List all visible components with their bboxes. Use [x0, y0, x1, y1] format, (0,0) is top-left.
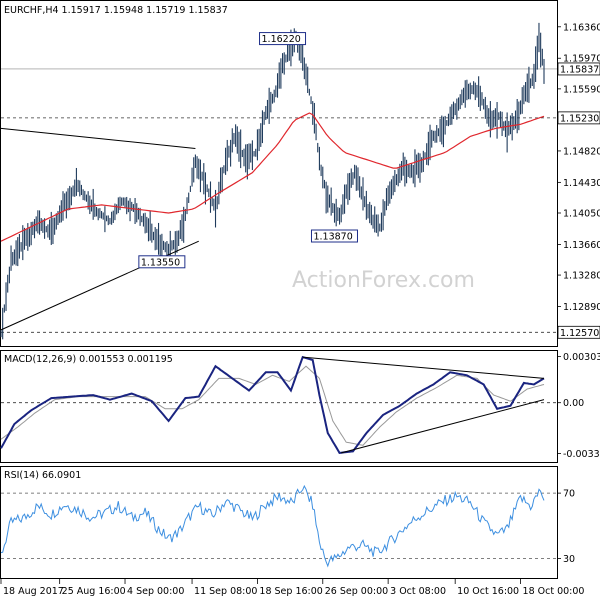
- price-callout: 1.13550: [141, 257, 180, 268]
- watermark: ActionForex.com: [292, 268, 475, 293]
- time-tick-label: 11 Sep 08:00: [194, 586, 257, 597]
- price-level-label: 1.12570: [557, 325, 600, 339]
- price-level-box: [557, 111, 600, 125]
- moving-average-line: [0, 112, 545, 242]
- macd-tick-label: 0.00: [563, 398, 584, 409]
- price-level-label: 1.15837: [557, 62, 600, 76]
- price-level-label: 1.15230: [557, 111, 600, 125]
- time-tick-label: 18 Sep 16:00: [259, 586, 322, 597]
- macd-trendline: [341, 399, 545, 454]
- macd-trendline: [302, 356, 545, 379]
- rsi-panel-frame: [0, 466, 558, 579]
- rsi-tick-label: 70: [563, 489, 575, 500]
- price-tick-label: 1.12890: [563, 302, 600, 313]
- time-tick-label: 4 Sep 00:00: [127, 586, 184, 597]
- price-level-box: [557, 62, 600, 76]
- price-tick-label: 1.15590: [563, 84, 600, 95]
- macd-plot: [0, 355, 557, 454]
- price-level-text: 1.12570: [560, 328, 599, 339]
- price-axis: 1.16360 1.15970 1.15590 1.14820 1.14430 1.140…: [557, 22, 600, 339]
- price-callout-box: [259, 32, 307, 46]
- price-callout: 1.13870: [313, 232, 352, 243]
- price-tick-label: 1.15970: [563, 54, 600, 65]
- price-level-text: 1.15230: [560, 113, 599, 124]
- price-level-text: 1.15837: [560, 64, 599, 75]
- price-callout-box: [138, 255, 186, 269]
- rsi-panel-header: RSI(14) 66.0901: [4, 470, 81, 481]
- time-tick-label: 3 Oct 08:00: [390, 586, 446, 597]
- signal-line: [0, 365, 545, 446]
- macd-line: [0, 355, 545, 454]
- trendline: [0, 240, 199, 331]
- price-plot: 1.16220 1.13870 1.13550: [0, 22, 557, 340]
- macd-tick-label: -0.003347: [563, 449, 600, 460]
- price-callout-box: [310, 229, 358, 243]
- price-tick-label: 1.16360: [563, 22, 600, 33]
- rsi-axis: 70 30: [557, 489, 575, 565]
- rsi-tick-label: 30: [563, 554, 575, 565]
- time-tick-label: 25 Aug 16:00: [62, 586, 126, 597]
- price-tick-label: 1.13660: [563, 240, 600, 251]
- rsi-plot: [0, 484, 557, 568]
- price-tick-label: 1.14430: [563, 178, 600, 189]
- macd-axis: 0.003036 0.00 -0.003347: [557, 352, 600, 460]
- price-tick-label: 1.14050: [563, 208, 600, 219]
- time-tick-label: 10 Oct 16:00: [457, 586, 519, 597]
- price-panel-header: EURCHF,H4 1.15917 1.15948 1.15719 1.1583…: [4, 5, 228, 16]
- price-panel-frame: [0, 0, 558, 347]
- macd-tick-label: 0.003036: [563, 352, 600, 363]
- price-level-box: [557, 325, 600, 339]
- time-tick-label: 26 Sep 00:00: [325, 586, 388, 597]
- price-tick-label: 1.13280: [563, 271, 600, 282]
- time-tick-label: 18 Oct 00:00: [523, 586, 585, 597]
- price-callout: 1.16220: [262, 34, 301, 45]
- price-tick-label: 1.14820: [563, 146, 600, 157]
- rsi-line: [0, 484, 545, 568]
- macd-panel-frame: [0, 350, 558, 463]
- macd-panel-header: MACD(12,26,9) 0.001553 0.001195: [4, 354, 173, 365]
- time-tick-label: 18 Aug 2017: [3, 586, 64, 597]
- trendline: [0, 127, 196, 150]
